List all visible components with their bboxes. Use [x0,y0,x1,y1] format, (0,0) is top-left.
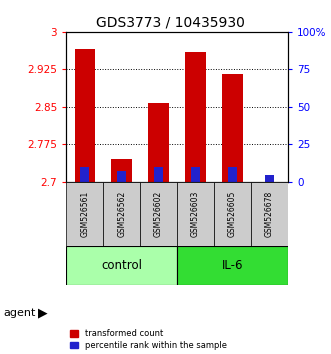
Bar [185,52,206,182]
Text: GSM526603: GSM526603 [191,191,200,238]
Text: GSM526678: GSM526678 [265,191,274,237]
Text: control: control [101,259,142,272]
Bar [80,167,89,182]
Bar [214,182,251,246]
Bar [74,49,95,182]
Bar [177,246,288,285]
Bar [265,175,274,182]
Bar [103,182,140,246]
Text: GSM526562: GSM526562 [117,191,126,237]
Bar [222,74,243,182]
Text: GDS3773 / 10435930: GDS3773 / 10435930 [96,16,245,30]
Legend: transformed count, percentile rank within the sample: transformed count, percentile rank withi… [71,329,226,350]
Bar [66,182,103,246]
Bar [191,167,200,182]
Bar [251,182,288,246]
Bar [117,171,126,182]
Bar [228,167,237,182]
Bar [140,182,177,246]
Bar [148,103,169,182]
Text: GSM526602: GSM526602 [154,191,163,237]
Text: GSM526561: GSM526561 [80,191,89,237]
Bar [66,246,177,285]
Text: GSM526605: GSM526605 [228,191,237,238]
Text: IL-6: IL-6 [222,259,243,272]
Text: agent: agent [3,308,36,318]
Bar [112,160,132,182]
Bar [154,167,163,182]
Bar [177,182,214,246]
Text: ▶: ▶ [38,307,48,320]
